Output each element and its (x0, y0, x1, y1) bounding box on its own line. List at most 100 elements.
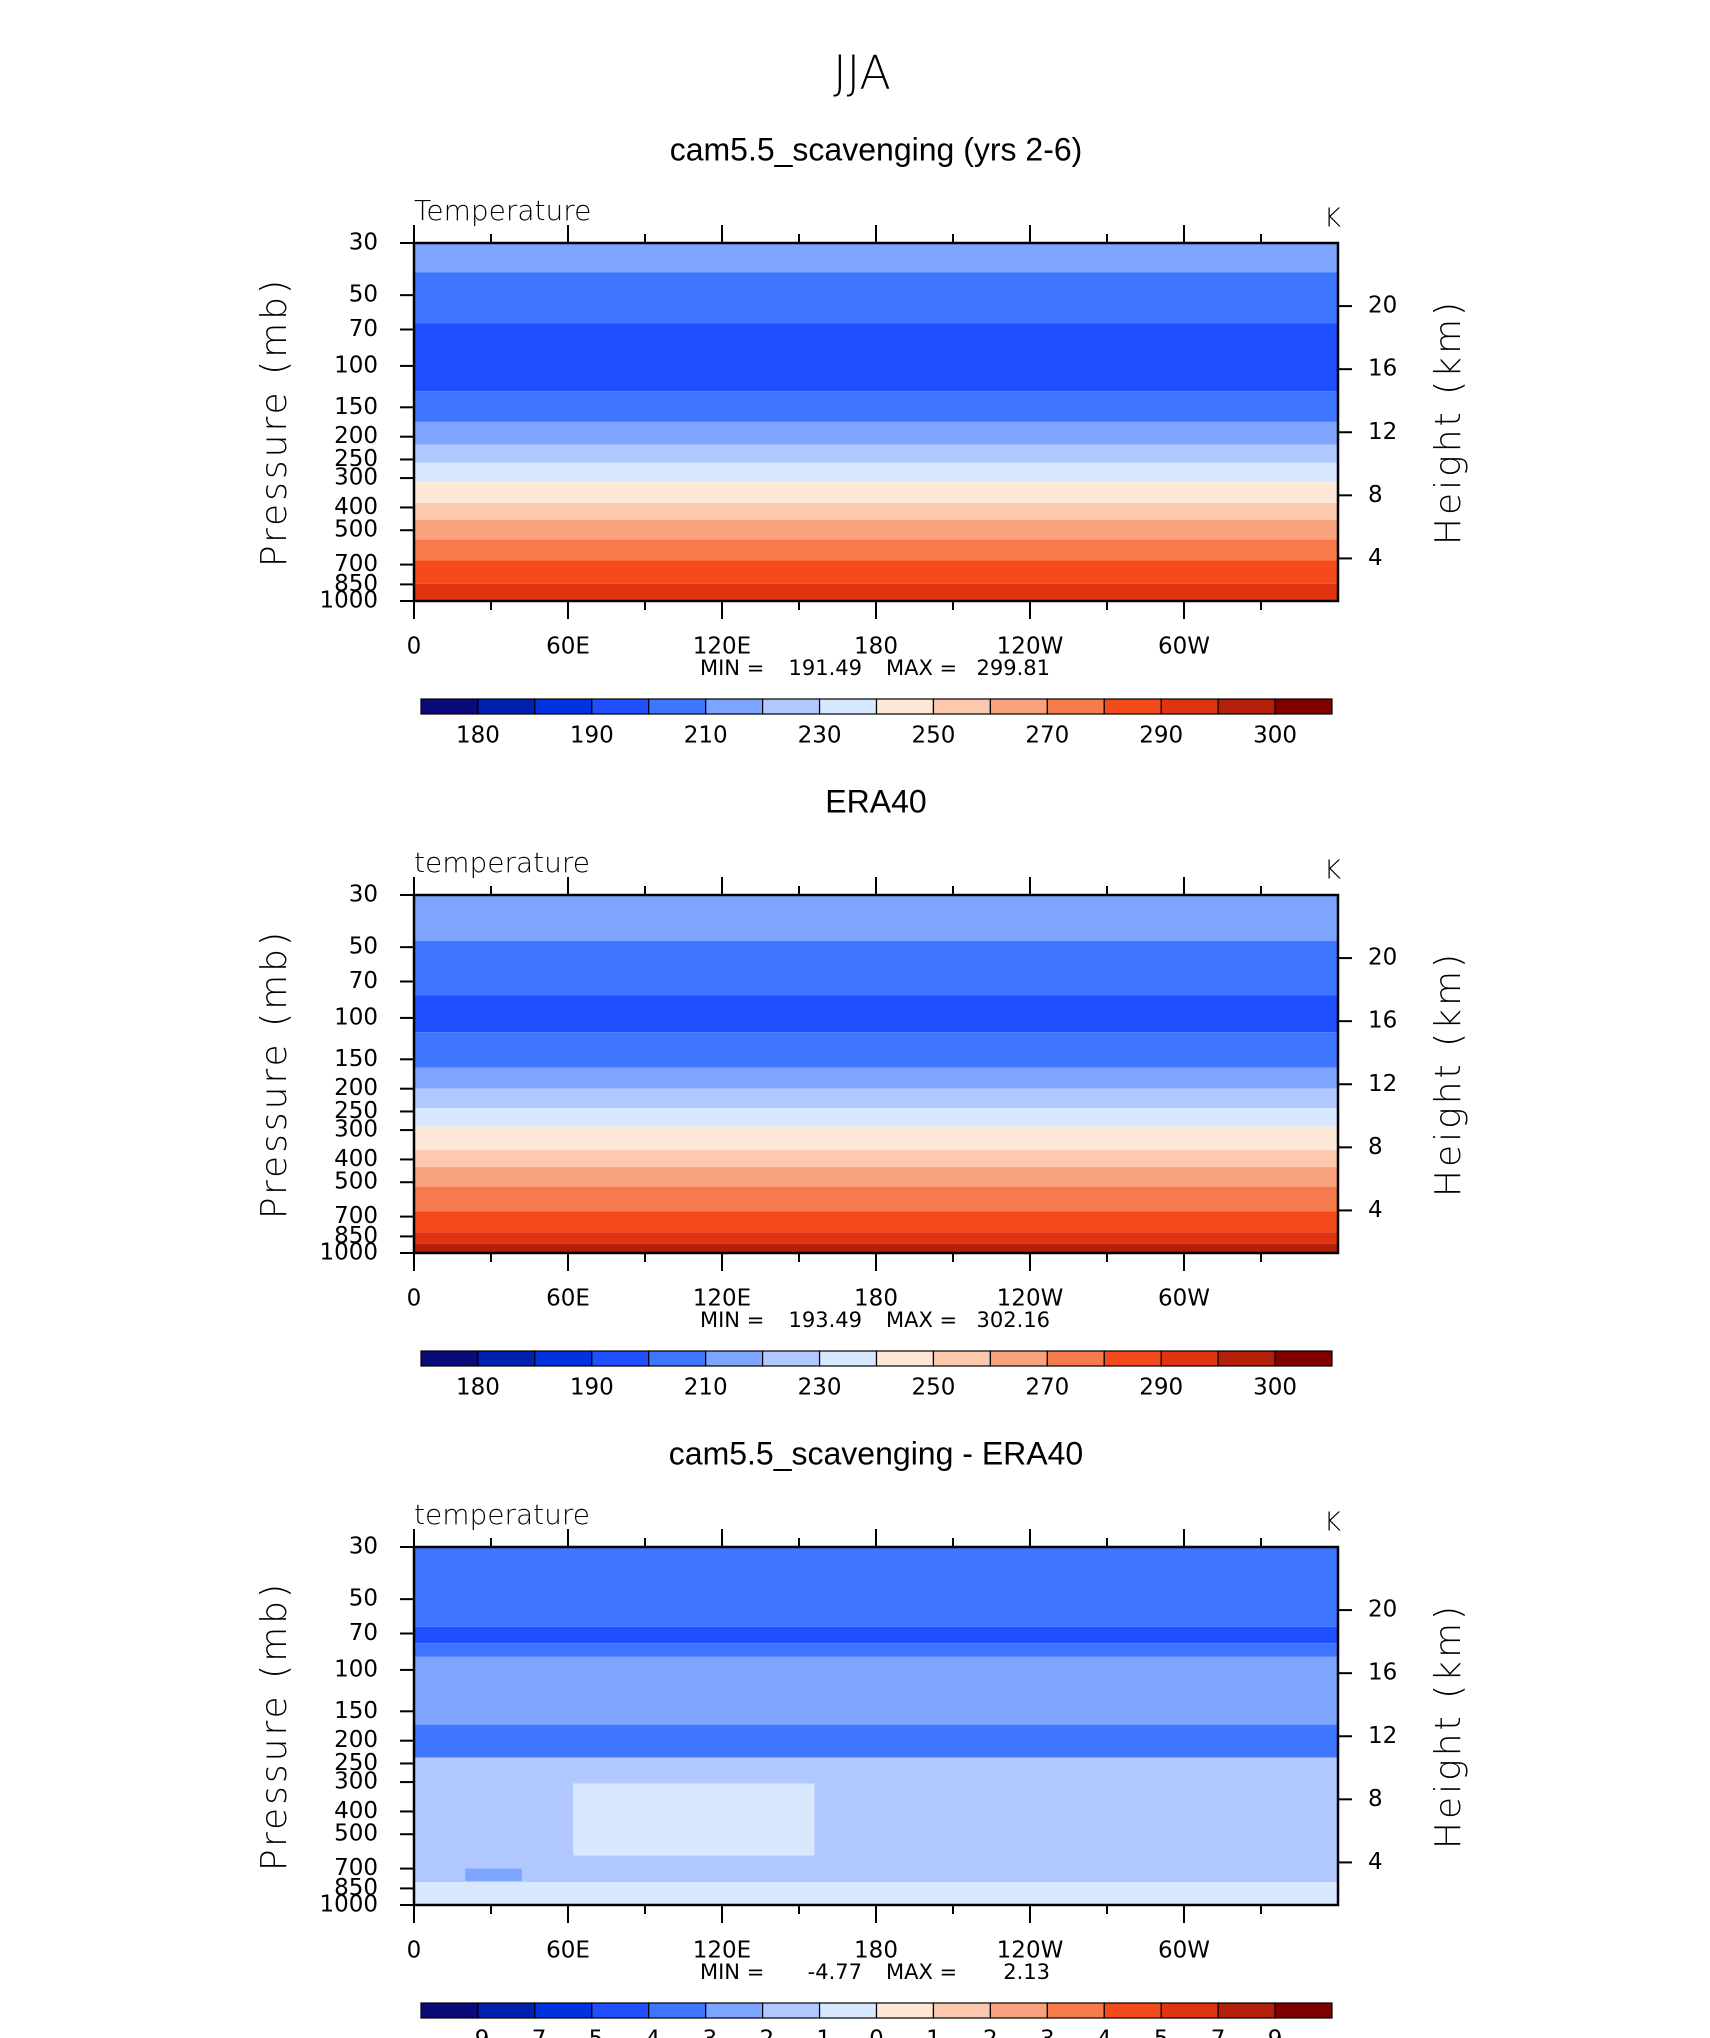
min-label: MIN = (700, 1960, 764, 1984)
y2-tick-label: 20 (1368, 945, 1397, 971)
colorbar-label: 250 (911, 1375, 955, 1401)
y2-axis-label: Height (km) (1428, 299, 1469, 545)
colorbar-box (648, 1350, 707, 1367)
contour-fill (414, 560, 1338, 584)
panel-title: ERA40 (825, 783, 926, 819)
colorbar-label: 290 (1139, 1375, 1183, 1401)
colorbar-label: -3 (694, 2027, 717, 2038)
y2-tick-label: 12 (1368, 1071, 1397, 1097)
y-tick-label: 250 (334, 1098, 378, 1124)
right-label: K (1324, 1508, 1341, 1538)
colorbar-label: 210 (684, 1375, 728, 1401)
right-label: K (1324, 856, 1341, 886)
contour-fill (414, 1232, 1338, 1245)
y-tick-label: 50 (349, 282, 378, 308)
colorbar-box (818, 1350, 878, 1367)
colorbar-label: 300 (1253, 1375, 1297, 1401)
colorbar-label: 270 (1025, 723, 1069, 749)
contour-fill (414, 995, 1338, 1033)
colorbar-label: 0 (869, 2027, 884, 2038)
contour-fill (414, 272, 1338, 324)
x-tick-label: 0 (407, 1938, 422, 1964)
x-tick-label: 60W (1158, 1286, 1210, 1312)
colorbar-box (1046, 698, 1105, 715)
colorbar-box (1274, 1350, 1333, 1367)
y-tick-label: 500 (334, 1169, 378, 1195)
y-axis-label: Pressure (mb) (254, 1581, 295, 1871)
colorbar-label: 4 (1097, 2027, 1112, 2038)
y-tick-label: 30 (349, 882, 378, 908)
y-tick-label: 300 (334, 1769, 378, 1795)
y-tick-label: 500 (334, 517, 378, 543)
colorbar-box (762, 1350, 821, 1367)
colorbar-box (932, 1350, 991, 1367)
y-tick-label: 100 (334, 352, 378, 378)
colorbar-box (648, 698, 707, 715)
contour-fill (414, 940, 1338, 996)
colorbar-label: 250 (911, 723, 955, 749)
y-tick-label: 1000 (319, 1240, 378, 1266)
colorbar-label: 290 (1139, 723, 1183, 749)
colorbar-box (1103, 1350, 1162, 1367)
x-tick-label: 180 (854, 1286, 898, 1312)
colorbar-label: 190 (570, 1375, 614, 1401)
y2-tick-label: 4 (1368, 545, 1383, 571)
colorbar-box (1217, 1350, 1276, 1367)
y2-tick-label: 20 (1368, 1597, 1397, 1623)
colorbar-box (1103, 698, 1162, 715)
left-label: Temperature (414, 194, 591, 227)
colorbar-box (1046, 2002, 1105, 2019)
y-tick-label: 850 (334, 571, 378, 597)
colorbar-box (591, 2002, 650, 2019)
contour-fill (414, 1882, 1338, 1905)
max-value: 302.16 (977, 1308, 1050, 1332)
contour-fill (465, 1868, 522, 1881)
y2-axis-label: Height (km) (1428, 951, 1469, 1197)
y2-tick-label: 8 (1368, 1134, 1383, 1160)
contour-fill (414, 1067, 1338, 1089)
colorbar-box (705, 2002, 764, 2019)
colorbar-box (420, 2002, 479, 2019)
colorbar-box (705, 1350, 764, 1367)
y-tick-label: 700 (334, 1203, 378, 1229)
x-tick-label: 120W (997, 1286, 1064, 1312)
colorbar-box (534, 2002, 593, 2019)
y-tick-label: 30 (349, 230, 378, 256)
colorbar-box (477, 2002, 536, 2019)
right-label: K (1324, 204, 1341, 234)
x-tick-label: 120W (997, 1938, 1064, 1964)
y-tick-label: 700 (334, 1855, 378, 1881)
y-tick-label: 30 (349, 1534, 378, 1560)
colorbar-box (989, 2002, 1048, 2019)
contour-fill (414, 519, 1338, 540)
contour-fill (414, 421, 1338, 445)
contour-fill (414, 1547, 1338, 1627)
x-tick-label: 0 (407, 634, 422, 660)
colorbar-box (1160, 1350, 1219, 1367)
y2-tick-label: 4 (1368, 1849, 1383, 1875)
contour-fill (414, 539, 1338, 561)
colorbar-box (648, 2002, 707, 2019)
x-tick-label: 0 (407, 1286, 422, 1312)
colorbar-label: 1 (926, 2027, 941, 2038)
colorbar-box (705, 698, 764, 715)
panel-title: cam5.5_scavenging - ERA40 (669, 1435, 1083, 1471)
y2-tick-label: 16 (1368, 1008, 1397, 1034)
colorbar-box (932, 2002, 991, 2019)
min-value: -4.77 (808, 1960, 862, 1984)
y-tick-label: 100 (334, 1656, 378, 1682)
colorbar-label: 3 (1040, 2027, 1055, 2038)
y-tick-label: 1000 (319, 1892, 378, 1918)
contour-fill (414, 391, 1338, 422)
colorbar-box (818, 698, 878, 715)
figure-title: JJA (833, 46, 891, 100)
colorbar-label: -7 (523, 2027, 546, 2038)
y2-tick-label: 8 (1368, 482, 1383, 508)
y2-tick-label: 20 (1368, 293, 1397, 319)
colorbar-label: 2 (983, 2027, 998, 2038)
y-tick-label: 250 (334, 1750, 378, 1776)
y-tick-label: 1000 (319, 588, 378, 614)
colorbar-box (989, 1350, 1048, 1367)
y2-tick-label: 12 (1368, 419, 1397, 445)
contour-fill (414, 1643, 1338, 1657)
